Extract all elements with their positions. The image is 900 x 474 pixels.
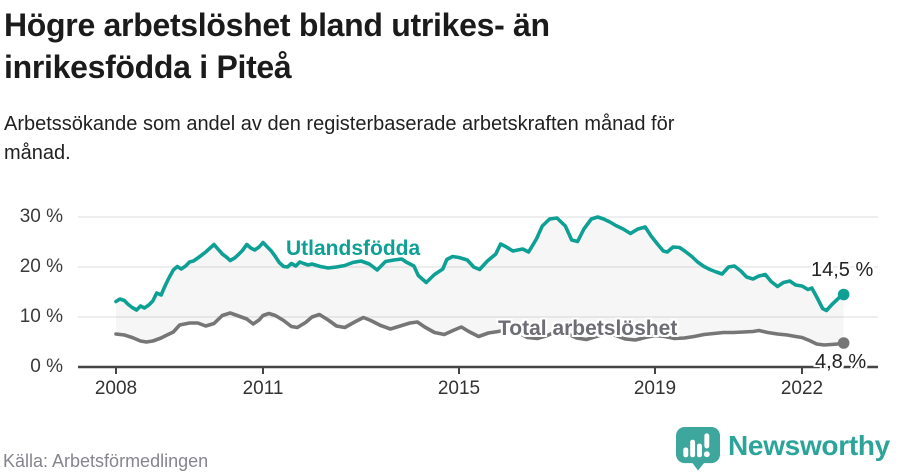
newsworthy-logo: Newsworthy	[675, 426, 890, 471]
area-fill-between-series	[116, 217, 844, 345]
newsworthy-logo-icon	[676, 426, 721, 471]
page-title: Högre arbetslöshet bland utrikes- än inr…	[4, 4, 550, 88]
x-axis-tick-label-2008: 2008	[94, 378, 138, 399]
series-line-utlandsfodda	[114, 215, 846, 313]
subtitle-line-2: månad.	[4, 142, 71, 164]
x-axis-tick-label-2019: 2019	[633, 378, 677, 399]
series-label-utlandsfodda: Utlandsfödda	[286, 237, 421, 260]
series-line-total-arbetsloshet	[114, 311, 846, 347]
end-value-label-total: 4,8 %	[815, 351, 867, 373]
end-dot-total-arbetsloshet	[837, 337, 850, 349]
y-axis-tick-label-30: 30 %	[19, 206, 63, 227]
series-label-total-arbetsloshet: Total arbetslöshet	[498, 317, 678, 340]
end-dot-utlandsfodda	[837, 288, 850, 301]
x-axis-tick-label-2022: 2022	[780, 378, 824, 399]
chart-subtitle: Arbetssökande som andel av den registerb…	[4, 110, 674, 168]
newsworthy-logo-text: Newsworthy	[728, 430, 890, 461]
y-axis-tick-label-0: 0 %	[30, 356, 63, 377]
y-axis-tick-label-10: 10 %	[19, 306, 63, 327]
source-label: Källa: Arbetsförmedlingen	[3, 451, 209, 471]
y-axis-tick-label-20: 20 %	[19, 256, 63, 277]
x-axis-tick-label-2015: 2015	[437, 378, 481, 399]
end-value-label-utlandsfodda: 14,5 %	[811, 259, 874, 281]
title-line-1: Högre arbetslöshet bland utrikes- än	[4, 7, 550, 43]
subtitle-line-1: Arbetssökande som andel av den registerb…	[4, 113, 675, 135]
title-line-2: inrikesfödda i Piteå	[4, 49, 292, 85]
x-axis-tick-label-2011: 2011	[242, 378, 284, 399]
